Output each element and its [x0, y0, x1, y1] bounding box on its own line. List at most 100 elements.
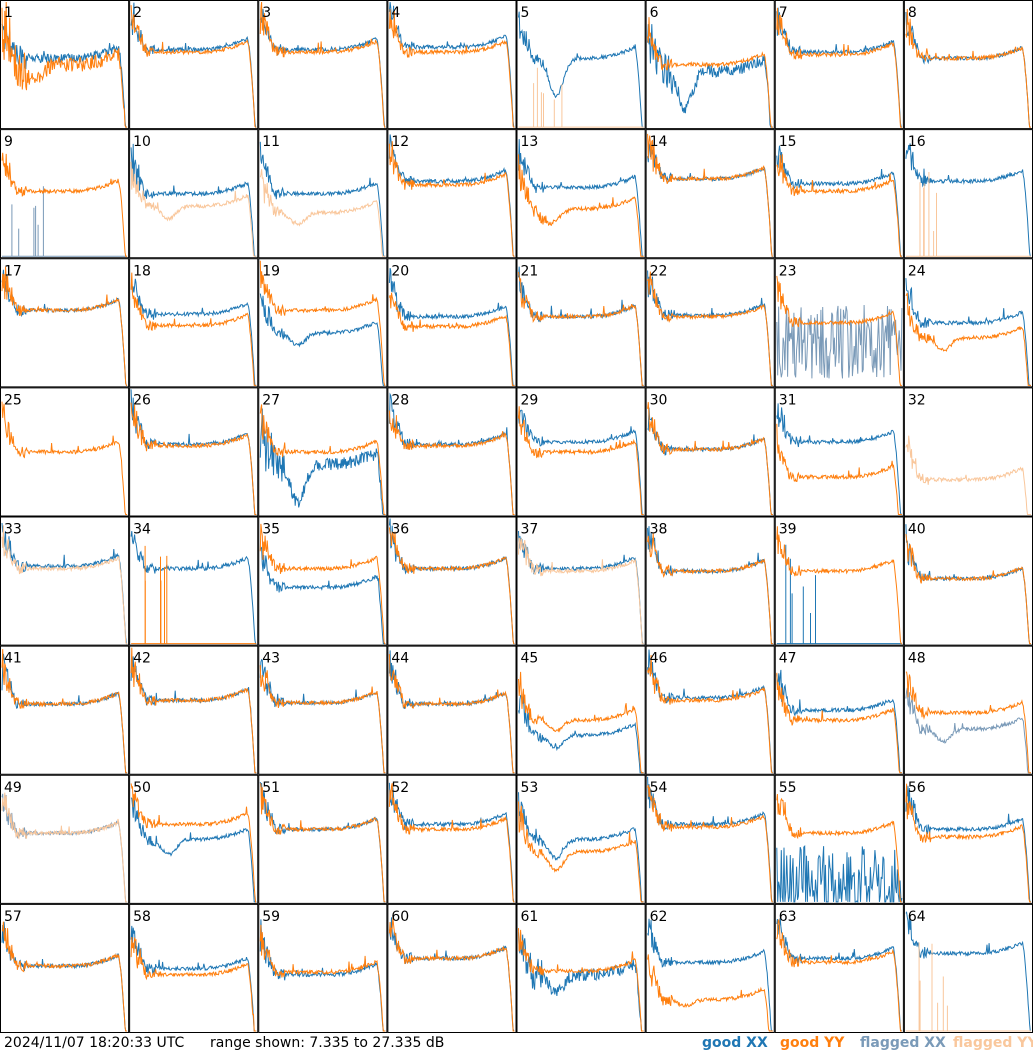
panel-4: 4: [387, 0, 517, 130]
legend-flagged-xx: flagged XX: [860, 1035, 946, 1051]
panel-46: 46: [645, 645, 775, 775]
trace-yy: [647, 17, 773, 128]
panel-frame: [774, 516, 904, 646]
panel-35: 35: [258, 516, 388, 646]
trace-yy-flagged: [1, 792, 128, 903]
trace-yy: [1, 649, 128, 774]
panel-frame: [903, 903, 1033, 1033]
trace-yy-flagged: [518, 67, 644, 128]
panel-31: 31: [774, 387, 904, 517]
trace-yy: [130, 402, 257, 515]
panel-label: 18: [133, 263, 151, 279]
panel-label: 52: [391, 780, 409, 796]
panel-49: 49: [0, 774, 130, 904]
panel-label: 48: [908, 651, 926, 667]
panel-52: 52: [387, 774, 517, 904]
trace-yy-flagged: [905, 172, 1031, 257]
trace-yy: [518, 154, 644, 257]
panel-label: 10: [133, 134, 151, 150]
trace-yy: [1, 1, 128, 128]
panel-56: 56: [903, 774, 1033, 904]
trace-yy: [130, 5, 257, 128]
panel-label: 51: [262, 780, 280, 796]
panel-51: 51: [258, 774, 388, 904]
panel-label: 58: [133, 909, 151, 925]
trace-xx: [518, 694, 644, 774]
panel-13: 13: [516, 129, 646, 259]
trace-yy: [388, 141, 515, 257]
panel-44: 44: [387, 645, 517, 775]
trace-yy: [518, 406, 644, 515]
panel-frame: [387, 258, 517, 388]
panel-label: 5: [521, 5, 530, 21]
trace-yy-flagged: [1, 525, 128, 645]
trace-xx-flagged: [2, 186, 128, 257]
panel-label: 55: [779, 780, 797, 796]
trace-xx: [776, 845, 903, 904]
panel-label: 9: [4, 134, 13, 150]
trace-xx: [647, 649, 773, 774]
trace-yy-flagged: [518, 537, 644, 645]
panel-frame: [645, 258, 775, 388]
trace-xx: [130, 278, 257, 386]
trace-yy: [647, 133, 773, 257]
panel-label: 22: [650, 263, 668, 279]
panel-label: 14: [650, 134, 668, 150]
panel-label: 57: [4, 909, 22, 925]
panel-16: 16: [903, 129, 1033, 259]
panel-label: 63: [779, 909, 797, 925]
panel-label: 50: [133, 780, 151, 796]
trace-yy: [518, 801, 644, 903]
panel-41: 41: [0, 645, 130, 775]
panel-12: 12: [387, 129, 517, 259]
trace-xx: [130, 797, 257, 903]
panel-34: 34: [129, 516, 259, 646]
panel-label: 4: [391, 5, 400, 21]
panel-38: 38: [645, 516, 775, 646]
panel-32: 32: [903, 387, 1033, 517]
panel-48: 48: [903, 645, 1033, 775]
trace-xx: [259, 408, 386, 515]
trace-xx: [518, 139, 644, 257]
panel-label: 44: [391, 651, 409, 667]
panel-label: 13: [521, 134, 539, 150]
panel-11: 11: [258, 129, 388, 259]
trace-yy: [905, 783, 1031, 903]
panel-58: 58: [129, 903, 259, 1033]
trace-xx: [905, 143, 1031, 257]
trace-yy: [776, 275, 902, 386]
panel-53: 53: [516, 774, 646, 904]
panel-27: 27: [258, 387, 388, 517]
legend-good-xx: good XX: [702, 1035, 768, 1051]
panel-frame: [258, 774, 388, 904]
trace-yy: [1, 266, 128, 386]
panel-frame: [0, 645, 130, 775]
panel-label: 6: [650, 5, 659, 21]
panel-frame: [774, 129, 904, 259]
panel-60: 60: [387, 903, 517, 1033]
trace-xx: [130, 2, 257, 128]
panel-label: 3: [262, 5, 271, 21]
trace-xx: [130, 143, 257, 257]
panel-frame: [387, 516, 517, 646]
trace-yy: [647, 533, 773, 645]
panel-label: 46: [650, 651, 668, 667]
panel-frame: [774, 903, 904, 1033]
trace-xx: [259, 141, 386, 257]
panel-label: 37: [521, 522, 539, 538]
panel-label: 42: [133, 651, 151, 667]
panel-5: 5: [516, 0, 646, 130]
panel-47: 47: [774, 645, 904, 775]
trace-xx-flagged: [776, 304, 903, 379]
panel-40: 40: [903, 516, 1033, 646]
panel-label: 1: [4, 5, 13, 21]
panel-label: 45: [521, 651, 539, 667]
trace-yy: [776, 526, 902, 645]
trace-xx: [905, 785, 1031, 903]
trace-yy: [259, 665, 386, 774]
panel-62: 62: [645, 903, 775, 1033]
panel-17: 17: [0, 258, 130, 388]
panel-label: 19: [262, 263, 280, 279]
panel-frame: [645, 129, 775, 259]
